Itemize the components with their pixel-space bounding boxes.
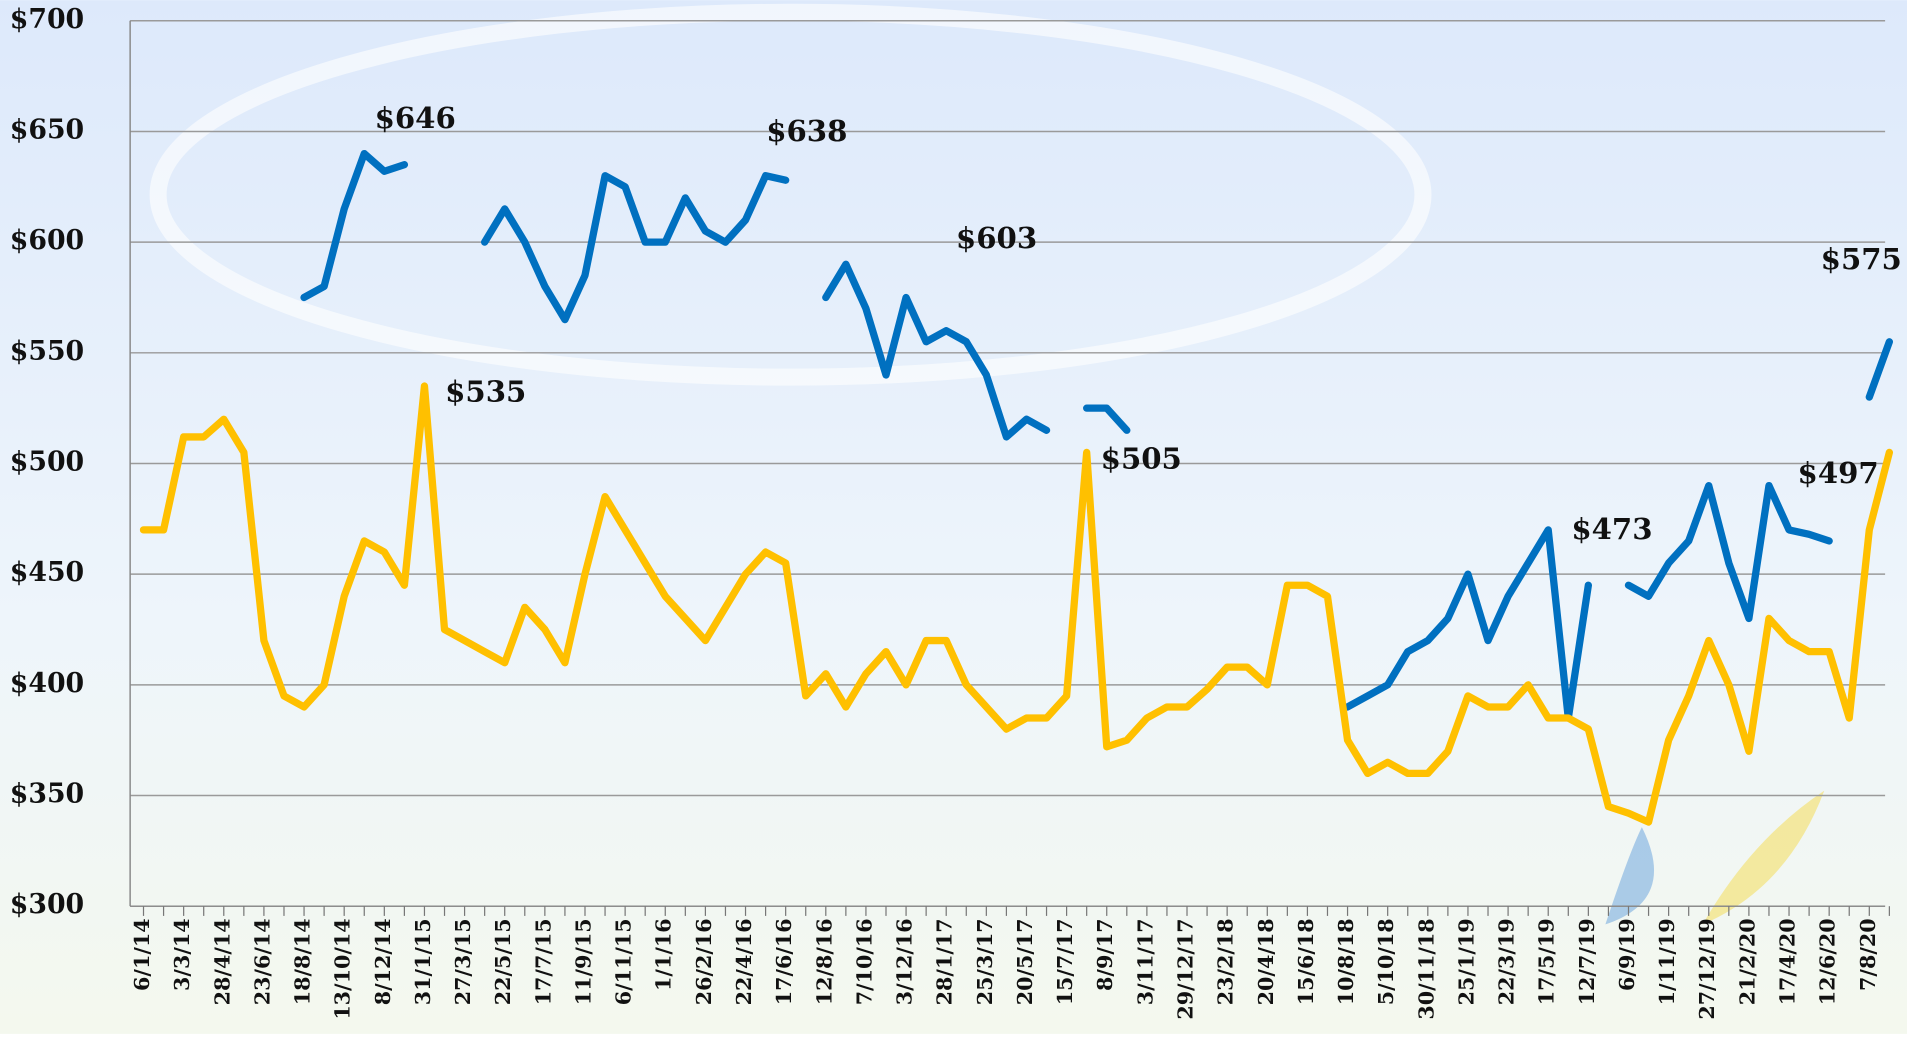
x-tick-label: 5/10/18 — [1374, 918, 1398, 1005]
annotation: $535 — [445, 374, 526, 408]
y-tick-label: $650 — [10, 114, 84, 145]
y-tick-label: $500 — [10, 446, 84, 477]
annotation: $603 — [956, 221, 1037, 255]
x-tick-label: 7/8/20 — [1856, 918, 1880, 991]
annotation: $638 — [766, 114, 847, 148]
x-tick-label: 3/3/14 — [170, 918, 194, 991]
annotation: $646 — [375, 101, 456, 135]
x-tick-label: 27/3/15 — [451, 918, 475, 1005]
x-tick-label: 1/1/16 — [652, 918, 676, 991]
y-tick-label: $450 — [10, 557, 84, 588]
x-tick-label: 26/2/16 — [692, 918, 716, 1005]
annotation: $473 — [1571, 512, 1652, 546]
x-tick-label: 12/7/19 — [1575, 918, 1599, 1005]
x-tick-label: 28/1/17 — [933, 918, 957, 1005]
series-line — [300, 149, 1894, 722]
x-tick-label: 23/2/18 — [1214, 918, 1238, 1005]
x-tick-label: 28/4/14 — [210, 918, 234, 1005]
x-tick-label: 21/2/20 — [1735, 918, 1759, 1005]
x-tick-label: 20/5/17 — [1013, 918, 1037, 1005]
x-tick-label: 15/7/17 — [1053, 918, 1077, 1005]
x-tick-label: 22/5/15 — [491, 918, 515, 1005]
y-tick-label: $400 — [10, 668, 84, 699]
x-tick-label: 8/9/17 — [1093, 918, 1117, 991]
x-tick-label: 6/9/19 — [1615, 918, 1639, 991]
x-tick-label: 17/6/16 — [772, 918, 796, 1005]
y-tick-label: $600 — [10, 225, 84, 256]
x-tick-label: 6/1/14 — [130, 918, 154, 991]
plot-area: $300 $350 $400 $450 $500 $550 $600 $650 $700 6/1/… — [10, 4, 1902, 1020]
x-tick-label: 29/12/17 — [1174, 918, 1198, 1019]
y-tick-label: $700 — [10, 4, 84, 35]
x-tick-label: 12/6/20 — [1816, 918, 1840, 1005]
x-tick-label: 11/9/15 — [571, 918, 595, 1005]
x-tick-label: 25/1/19 — [1454, 918, 1478, 1005]
series-line — [139, 382, 1894, 826]
annotation: $497 — [1798, 456, 1879, 490]
x-tick-label: 1/11/19 — [1655, 918, 1679, 1005]
x-tick-label: 15/6/18 — [1294, 918, 1318, 1005]
x-tick-label: 7/10/16 — [852, 918, 876, 1005]
x-tick-label: 18/8/14 — [291, 918, 315, 1005]
annotation: $505 — [1101, 441, 1182, 475]
x-tick-label: 22/3/19 — [1495, 918, 1519, 1005]
x-tick-label: 3/11/17 — [1133, 918, 1157, 1005]
y-tick-label: $550 — [10, 336, 84, 367]
x-tick-label: 25/3/17 — [973, 918, 997, 1005]
x-tick-label: 13/10/14 — [331, 918, 355, 1019]
x-tick-label: 17/4/20 — [1776, 918, 1800, 1005]
y-tick-label: $300 — [10, 889, 84, 920]
x-tick-label: 17/7/15 — [531, 918, 555, 1005]
x-tick-label: 31/1/15 — [411, 918, 435, 1005]
x-tick-label: 30/11/18 — [1414, 918, 1438, 1019]
x-tick-label: 22/4/16 — [732, 918, 756, 1005]
decor-petal — [1605, 827, 1655, 925]
x-tick-label: 10/8/18 — [1334, 918, 1358, 1005]
y-tick-label: $350 — [10, 779, 84, 810]
x-tick-label: 23/6/14 — [250, 918, 274, 1005]
x-tick-label: 8/12/14 — [371, 918, 395, 1005]
x-tick-label: 17/5/19 — [1535, 918, 1559, 1005]
x-tick-label: 27/12/19 — [1695, 918, 1719, 1019]
x-tick-label: 20/4/18 — [1254, 918, 1278, 1005]
decor-swirl — [149, 3, 1432, 386]
x-tick-label: 12/8/16 — [812, 918, 836, 1005]
x-tick-label: 3/12/16 — [893, 918, 917, 1005]
decor-petal — [1702, 790, 1825, 925]
annotation: $575 — [1821, 242, 1902, 276]
x-tick-label: 6/11/15 — [612, 918, 636, 1005]
